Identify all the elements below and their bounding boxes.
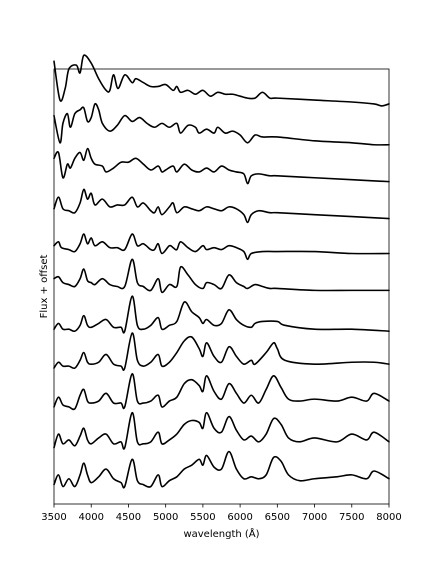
spectrum-line-3 [53, 147, 390, 185]
spectrum-line-4 [53, 188, 390, 224]
x-tick-label: 6500 [265, 512, 290, 523]
x-tick-label: 4500 [116, 512, 141, 523]
spectrum-line-2 [53, 102, 390, 146]
x-tick-label: 4000 [78, 512, 103, 523]
x-tick-label: 7500 [339, 512, 364, 523]
x-tick-label: 6000 [227, 512, 252, 523]
x-axis-ticks: 3500 4000 4500 5000 5500 6000 6500 7000 7500 8000 [41, 504, 402, 523]
spectrum-line-9 [53, 373, 390, 411]
x-tick-label: 8000 [376, 512, 401, 523]
spectrum-line-11 [53, 450, 390, 489]
axes-frame [53, 68, 390, 505]
x-tick-label: 7000 [302, 512, 327, 523]
x-axis-label: wavelength (Å) [183, 527, 259, 540]
spectrum-line-10 [53, 411, 390, 450]
x-tick-label: 3500 [41, 512, 66, 523]
spectrum-line-6 [53, 258, 390, 294]
spectrum-line-1 [53, 54, 390, 107]
plot-area [53, 54, 390, 505]
y-axis-label: Flux + offset [39, 255, 50, 319]
series-group [53, 54, 390, 489]
spectrum-line-7 [53, 295, 390, 334]
spectrum-line-8 [53, 332, 390, 371]
x-tick-label: 5500 [190, 512, 215, 523]
spectrum-line-5 [53, 233, 390, 261]
x-tick-label: 5000 [153, 512, 178, 523]
